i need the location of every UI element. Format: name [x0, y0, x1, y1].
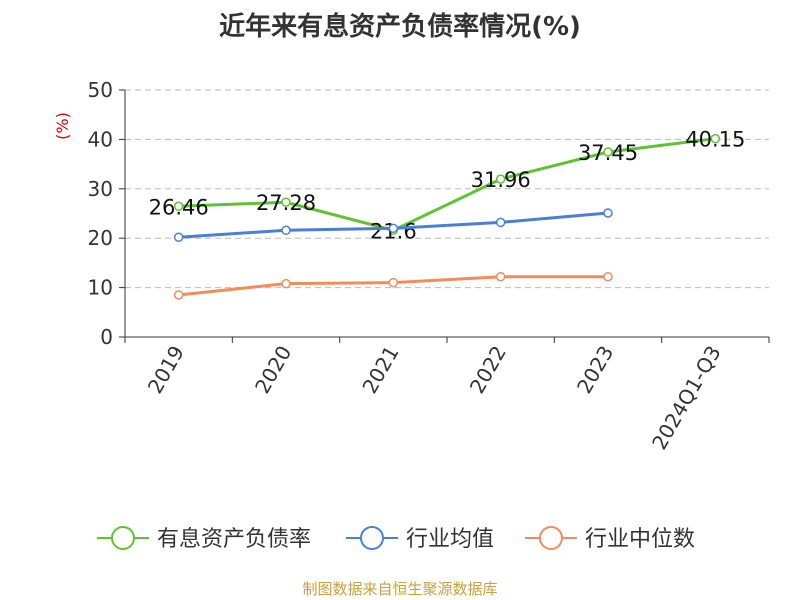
legend-label: 行业均值	[406, 527, 494, 552]
data-point	[281, 225, 291, 236]
x-tick-label: 2022	[465, 342, 511, 398]
x-tick-label: 2023	[572, 342, 618, 398]
x-tick-label: 2020	[250, 342, 296, 398]
y-tick-label: 40	[88, 127, 113, 151]
x-tick-label: 2021	[357, 342, 403, 398]
x-tick-label: 2019	[143, 342, 189, 398]
legend: 有息资产负债率 行业均值 行业中位数	[97, 526, 695, 552]
y-tick-label: 10	[88, 276, 113, 300]
chart-title: 近年来有息资产负债率情况(%)	[219, 12, 581, 42]
y-tick-label: 50	[88, 78, 113, 102]
y-tick-label: 0	[100, 325, 113, 349]
data-point	[495, 217, 506, 228]
axes: 0 10 20 30 40 50 2019 2020 2021 2022 2023 2024Q1-Q3	[88, 78, 770, 454]
data-point	[388, 277, 399, 288]
data-point	[710, 133, 721, 144]
data-point	[173, 290, 184, 300]
series-line-0	[178, 137, 716, 232]
data-point	[603, 147, 613, 157]
data-point	[281, 197, 291, 207]
data-label: 40.15	[685, 128, 745, 152]
y-tick-label: 30	[88, 177, 113, 201]
data-point	[388, 223, 399, 234]
data-label: 26.46	[149, 195, 209, 219]
legend-label: 行业中位数	[585, 527, 695, 552]
data-label: 31.96	[471, 168, 531, 192]
legend-swatch-marker	[539, 526, 563, 550]
y-tick-label: 20	[88, 226, 113, 250]
y-axis-label: (%)	[53, 112, 72, 140]
data-point	[173, 232, 184, 242]
data-point	[603, 271, 613, 282]
legend-swatch-marker	[111, 526, 135, 550]
legend-swatch-marker	[360, 526, 384, 550]
data-point	[603, 208, 613, 218]
legend-label: 有息资产负债率	[157, 527, 311, 552]
data-label: 27.28	[256, 191, 316, 215]
data-point	[495, 271, 506, 282]
data-label: 37.45	[578, 141, 638, 165]
source-note: 制图数据来自恒生聚源数据库	[302, 580, 498, 598]
grid-lines	[125, 89, 769, 289]
data-point	[495, 174, 506, 184]
data-point	[173, 201, 184, 212]
y-axis-label-group: (%)	[53, 112, 72, 140]
data-point	[281, 278, 291, 289]
x-tick-label: 2024Q1-Q3	[647, 342, 726, 454]
